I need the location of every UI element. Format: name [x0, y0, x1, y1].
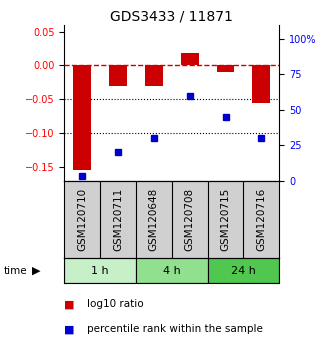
- Text: ▶: ▶: [32, 266, 40, 276]
- Text: log10 ratio: log10 ratio: [87, 299, 143, 309]
- Text: percentile rank within the sample: percentile rank within the sample: [87, 324, 263, 334]
- Text: GSM120715: GSM120715: [221, 188, 230, 251]
- Text: 1 h: 1 h: [91, 266, 109, 276]
- Text: GSM120710: GSM120710: [77, 188, 87, 251]
- Bar: [109, 65, 127, 86]
- Bar: [181, 53, 199, 65]
- Bar: [64, 258, 136, 283]
- Text: GSM120711: GSM120711: [113, 188, 123, 251]
- Text: time: time: [3, 266, 27, 276]
- Bar: [73, 65, 91, 170]
- Text: GSM120708: GSM120708: [185, 188, 195, 251]
- Text: ■: ■: [64, 324, 75, 334]
- Text: GSM120648: GSM120648: [149, 188, 159, 251]
- Text: GSM120716: GSM120716: [256, 188, 266, 251]
- Text: 24 h: 24 h: [231, 266, 256, 276]
- Text: 4 h: 4 h: [163, 266, 181, 276]
- Bar: [145, 65, 163, 86]
- Title: GDS3433 / 11871: GDS3433 / 11871: [110, 10, 233, 24]
- Text: ■: ■: [64, 299, 75, 309]
- Bar: [208, 258, 279, 283]
- Bar: [217, 65, 234, 72]
- Bar: [252, 65, 270, 103]
- Bar: [136, 258, 208, 283]
